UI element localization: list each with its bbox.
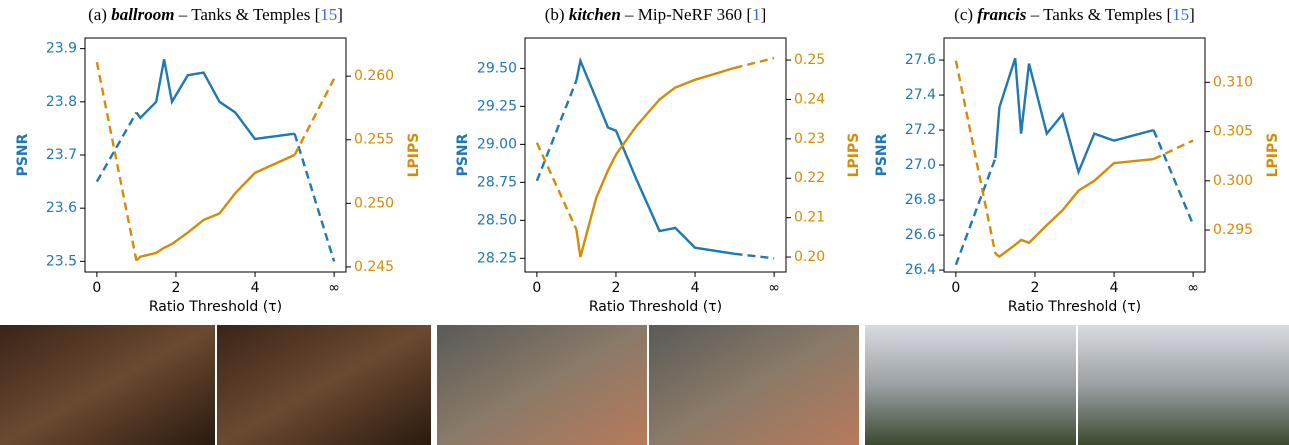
title-part: – Tanks & Temples [ [175,5,321,24]
y-tick-label: 0.24 [794,91,825,107]
x-tick-label: 0 [532,280,541,296]
title-part: ] [1189,5,1195,24]
y-tick-label: 23.5 [46,253,77,269]
y-tick-label: 0.245 [354,259,394,275]
y-axis-label: PSNR [15,133,31,176]
x-axis-label: Ratio Threshold (τ) [1008,299,1141,315]
title-part: kitchen [569,5,621,24]
x-tick-label: 0 [951,280,960,296]
y-tick-label: 23.8 [46,94,77,110]
y-tick-label: 28.25 [477,250,517,266]
y-tick-label: 27.0 [905,157,936,173]
y-tick-label: 23.7 [46,147,77,163]
series-line [97,113,136,182]
y-tick-label: 27.4 [905,87,936,103]
x-tick-label: 4 [1110,280,1119,296]
x-axis-label: Ratio Threshold (τ) [149,299,282,315]
series-line [735,58,775,68]
y-axis-label: LPIPS [1265,133,1281,178]
y-tick-label: 0.250 [354,195,394,211]
x-tick-label: ∞ [328,280,340,296]
y-tick-label: 26.8 [905,192,936,208]
y-tick-label: 0.255 [354,132,394,148]
y-tick-label: 29.50 [477,60,517,76]
chart-title: (c) francis – Tanks & Temples [15] [954,5,1195,24]
series-line [537,143,577,230]
x-tick-label: 0 [92,280,101,296]
y-tick-label: 0.20 [794,249,825,265]
title-part: ballroom [111,5,174,24]
y-tick-label: 0.25 [794,52,825,68]
title-part: ] [761,5,767,24]
title-part: (a) [88,5,111,24]
y-tick-label: 0.21 [794,210,825,226]
y-tick-label: 27.6 [905,52,936,68]
series-line [136,155,294,261]
y-tick-label: 0.310 [1213,74,1253,90]
y-axis-label: LPIPS [846,133,862,178]
y-axis-label: PSNR [874,133,890,176]
photo [1078,325,1289,445]
title-part: (b) [545,5,569,24]
x-tick-label: 2 [611,280,620,296]
y-tick-label: 0.260 [354,68,394,84]
photo [865,325,1076,445]
y-tick-label: 29.00 [477,136,517,152]
plot-frame [85,38,346,272]
title-part: – Mip-NeRF 360 [ [621,5,753,24]
title-part: 1 [752,5,761,24]
photo [437,325,647,445]
series-line [537,81,577,181]
title-part: ] [337,5,343,24]
y-tick-label: 28.75 [477,174,517,190]
title-part: – Tanks & Temples [ [1026,5,1172,24]
x-tick-label: 4 [691,280,700,296]
y-tick-label: 28.50 [477,212,517,228]
y-tick-label: 0.22 [794,170,825,186]
photo [0,325,215,445]
series-line [295,134,335,262]
y-tick-label: 29.25 [477,98,517,114]
series-line [576,68,734,257]
plot-frame [525,38,786,272]
series-line [97,62,136,260]
series-line [295,79,335,155]
y-tick-label: 23.6 [46,200,77,216]
series-line [1154,130,1194,225]
series-line [956,61,996,254]
y-tick-label: 0.305 [1213,124,1253,140]
y-tick-label: 0.295 [1213,222,1253,238]
x-tick-label: ∞ [768,280,780,296]
x-axis-label: Ratio Threshold (τ) [589,299,722,315]
photo [217,325,431,445]
y-tick-label: 0.300 [1213,173,1253,189]
x-tick-label: 2 [171,280,180,296]
series-line [576,61,734,254]
x-tick-label: 2 [1030,280,1039,296]
series-line [956,158,996,265]
title-part: francis [977,5,1027,24]
figure: (a) ballroom – Tanks & Temples [15]024∞R… [0,0,1289,445]
y-tick-label: 26.6 [905,227,936,243]
chart-title: (b) kitchen – Mip-NeRF 360 [1] [545,5,766,24]
series-line [735,254,775,258]
chart-title: (a) ballroom – Tanks & Temples [15] [88,5,343,24]
x-tick-label: ∞ [1187,280,1199,296]
photo [649,325,859,445]
title-part: 15 [320,5,337,24]
title-part: 15 [1172,5,1189,24]
series-line [995,58,1153,172]
y-axis-label: PSNR [455,133,471,176]
y-tick-label: 23.9 [46,41,77,57]
y-tick-label: 0.23 [794,131,825,147]
series-line [136,59,294,139]
x-tick-label: 4 [251,280,260,296]
y-tick-label: 26.4 [905,262,936,278]
title-part: (c) [954,5,977,24]
y-tick-label: 27.2 [905,122,936,138]
series-line [995,159,1153,257]
y-axis-label: LPIPS [406,133,422,178]
